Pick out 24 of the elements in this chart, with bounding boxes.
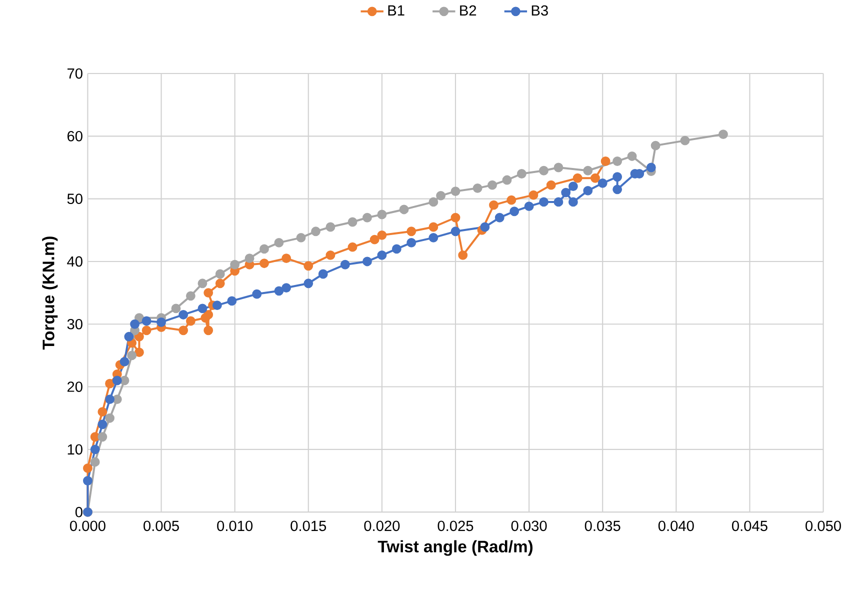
y-tick-label: 70 (68, 68, 82, 79)
x-tick-label: 0.030 (511, 520, 547, 532)
x-tick-label: 0.050 (806, 520, 841, 532)
y-tick-label: 20 (67, 382, 82, 392)
x-tick-label: 0.005 (144, 520, 179, 532)
y-tick-label: 50 (67, 194, 82, 204)
x-tick-label: 0.015 (290, 520, 326, 532)
y-tick-label: 40 (67, 256, 82, 267)
y-tick-label: 10 (68, 444, 82, 455)
y-tick-label: 0 (75, 507, 82, 518)
x-axis-title: Twist angle (Rad/m) (378, 540, 533, 556)
legend-label: B1 (388, 5, 404, 16)
x-tick-label: 0.010 (217, 520, 253, 532)
legend-label: B2 (460, 5, 476, 16)
legend-label: B3 (532, 5, 548, 16)
y-axis-title: Torque (KN.m) (42, 236, 58, 350)
y-tick-label: 60 (68, 131, 82, 142)
x-tick-label: 0.045 (732, 520, 768, 532)
x-tick-label: 0.020 (364, 520, 400, 532)
x-tick-label: 0.035 (584, 520, 620, 532)
x-tick-label: 0.040 (658, 520, 694, 532)
y-tick-label: 30 (67, 319, 82, 330)
x-tick-label: 0.000 (70, 520, 106, 532)
x-tick-label: 0.025 (438, 520, 474, 532)
